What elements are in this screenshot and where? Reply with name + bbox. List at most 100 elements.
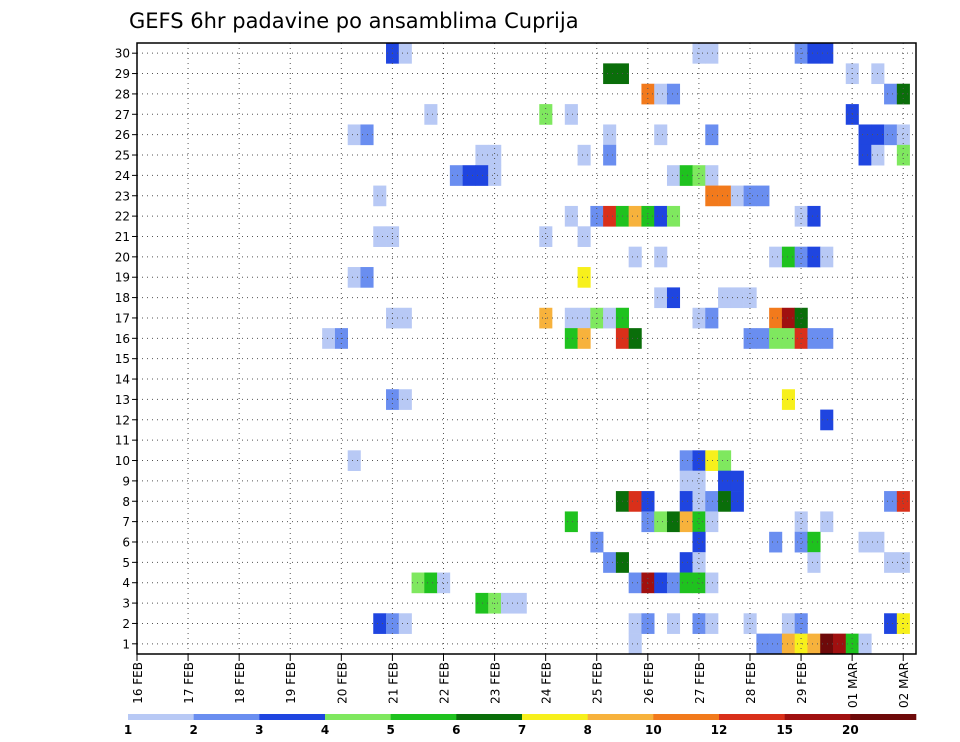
- precip-cell: [603, 307, 617, 329]
- y-tick-label: 25: [115, 149, 130, 163]
- y-tick-label: 30: [115, 47, 130, 61]
- precip-cell: [628, 633, 642, 655]
- precip-cell: [322, 328, 336, 349]
- colorbar-swatch: [390, 714, 457, 720]
- colorbar-swatch: [784, 714, 851, 720]
- precip-cell: [781, 246, 795, 268]
- y-tick-label: 3: [122, 597, 130, 611]
- y-tick-label: 20: [115, 250, 130, 264]
- precip-cell: [398, 307, 412, 329]
- precip-cell: [807, 552, 821, 573]
- precip-cell: [896, 491, 910, 512]
- y-axis-ticks: 1234567891011121314151617181920212223242…: [115, 47, 137, 651]
- y-tick-label: 18: [115, 291, 130, 305]
- precip-cell: [718, 470, 732, 492]
- precip-cell: [577, 226, 591, 247]
- colorbar-swatch: [193, 714, 260, 720]
- precip-cell: [896, 552, 910, 573]
- precip-cell: [488, 144, 502, 166]
- precip-cell: [590, 205, 604, 227]
- precip-cell: [705, 307, 719, 329]
- x-tick-label: 29 FEB: [795, 662, 809, 704]
- precip-cell: [692, 531, 706, 553]
- precip-cell: [820, 409, 834, 431]
- precip-cell: [679, 470, 693, 492]
- precip-cell: [781, 613, 795, 634]
- precip-cell: [858, 633, 872, 655]
- precip-cell: [564, 205, 578, 227]
- precip-cell: [705, 185, 719, 207]
- precip-cell: [858, 124, 872, 146]
- y-tick-label: 17: [115, 311, 130, 325]
- colorbar-tick-label: 8: [583, 723, 591, 737]
- precip-cell: [654, 124, 668, 146]
- x-tick-label: 23 FEB: [489, 662, 503, 704]
- precip-cell: [896, 124, 910, 146]
- precip-cell: [398, 613, 412, 634]
- precip-cell: [692, 572, 706, 594]
- y-tick-label: 4: [122, 576, 130, 590]
- precip-cell: [577, 307, 591, 329]
- precip-cell: [654, 287, 668, 309]
- x-tick-label: 28 FEB: [744, 662, 758, 704]
- colorbar-tick-label: 5: [386, 723, 394, 737]
- precip-cell: [820, 246, 834, 268]
- precip-cell: [564, 307, 578, 329]
- precip-cell: [666, 511, 681, 533]
- y-tick-label: 11: [115, 434, 130, 448]
- precip-cell: [513, 592, 527, 614]
- y-tick-label: 1: [122, 637, 130, 651]
- y-tick-label: 16: [115, 332, 130, 346]
- precip-cell: [347, 450, 361, 471]
- precip-cell: [628, 328, 642, 349]
- y-tick-label: 26: [115, 128, 130, 142]
- precip-cell: [666, 287, 681, 309]
- precip-cell: [896, 83, 910, 105]
- precip-cell: [794, 511, 808, 533]
- precip-cell: [603, 124, 617, 146]
- precip-cell: [564, 104, 578, 125]
- precip-cell: [564, 511, 578, 533]
- x-tick-label: 17 FEB: [182, 662, 196, 704]
- colorbar-swatch: [456, 714, 523, 720]
- y-tick-label: 5: [122, 556, 130, 570]
- precipitation-cells: [322, 43, 910, 655]
- precip-cell: [718, 491, 732, 512]
- colorbar-swatch: [850, 714, 917, 720]
- y-tick-label: 14: [115, 373, 130, 387]
- precip-cell: [820, 328, 834, 349]
- precip-cell: [705, 572, 719, 594]
- x-tick-label: 26 FEB: [642, 662, 656, 704]
- precip-cell: [705, 124, 719, 146]
- precip-cell: [705, 511, 719, 533]
- colorbar-tick-label: 1: [124, 723, 132, 737]
- x-tick-label: 18 FEB: [233, 662, 247, 704]
- precip-cell: [577, 328, 591, 349]
- x-tick-label: 19 FEB: [284, 662, 298, 704]
- precip-cell: [743, 185, 757, 207]
- precip-cell: [807, 43, 821, 64]
- precip-cell: [398, 389, 412, 410]
- y-tick-label: 9: [122, 474, 130, 488]
- precip-cell: [628, 246, 642, 268]
- x-tick-label: 20 FEB: [335, 662, 349, 704]
- precip-cell: [884, 552, 898, 573]
- precip-cell: [718, 450, 732, 471]
- precip-cell: [666, 572, 681, 594]
- precip-cell: [475, 592, 489, 614]
- plot-frame: [136, 42, 917, 655]
- precip-cell: [820, 43, 834, 64]
- precip-cell: [603, 144, 617, 166]
- colorbar-tick-label: 15: [776, 723, 793, 737]
- x-tick-label: 02 MAR: [897, 662, 911, 708]
- precip-cell: [347, 267, 361, 288]
- colorbar-tick-label: 6: [452, 723, 460, 737]
- precip-cell: [577, 144, 591, 166]
- precip-cell: [884, 83, 898, 105]
- precip-cell: [743, 287, 757, 309]
- precip-cell: [884, 124, 898, 146]
- precip-cell: [654, 205, 668, 227]
- precip-cell: [692, 165, 706, 186]
- precip-cell: [692, 491, 706, 512]
- precip-cell: [628, 205, 642, 227]
